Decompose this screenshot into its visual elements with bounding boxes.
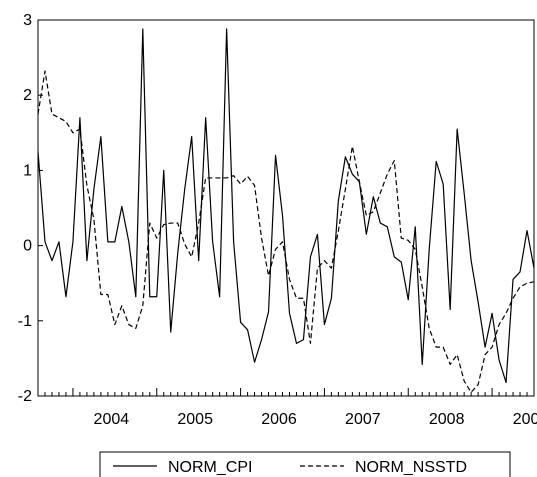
legend-label-norm-nsstd: NORM_NSSTD: [355, 459, 467, 476]
y-tick-label-2: 0: [23, 238, 32, 255]
x-tick-label-2005: 2005: [177, 411, 213, 428]
y-tick-label-5: 3: [23, 12, 32, 29]
x-tick-label-2004: 2004: [94, 411, 130, 428]
y-tick-label-3: 1: [23, 162, 32, 179]
legend-box: [99, 451, 511, 477]
y-tick-label-1: -1: [18, 313, 32, 330]
legend: NORM_CPI NORM_NSSTD: [99, 451, 511, 477]
plot-frame: [37, 19, 535, 397]
y-tick-label-4: 2: [23, 87, 32, 104]
x-axis: 2004 2005 2006 2007 2008 2009: [37, 388, 537, 428]
series-line-norm-nsstd: [37, 70, 535, 393]
x-tick-label-2008: 2008: [429, 411, 465, 428]
y-tick-label-0: -2: [18, 388, 32, 405]
series-layer: [37, 28, 535, 393]
series-line-norm-cpi: [37, 28, 535, 384]
x-tick-label-2009: 2009: [513, 411, 537, 428]
x-tick-label-2006: 2006: [261, 411, 297, 428]
y-axis: -2 -1 0 1 2 3: [18, 12, 43, 405]
legend-label-norm-cpi: NORM_CPI: [168, 459, 252, 476]
x-tick-label-2007: 2007: [345, 411, 381, 428]
